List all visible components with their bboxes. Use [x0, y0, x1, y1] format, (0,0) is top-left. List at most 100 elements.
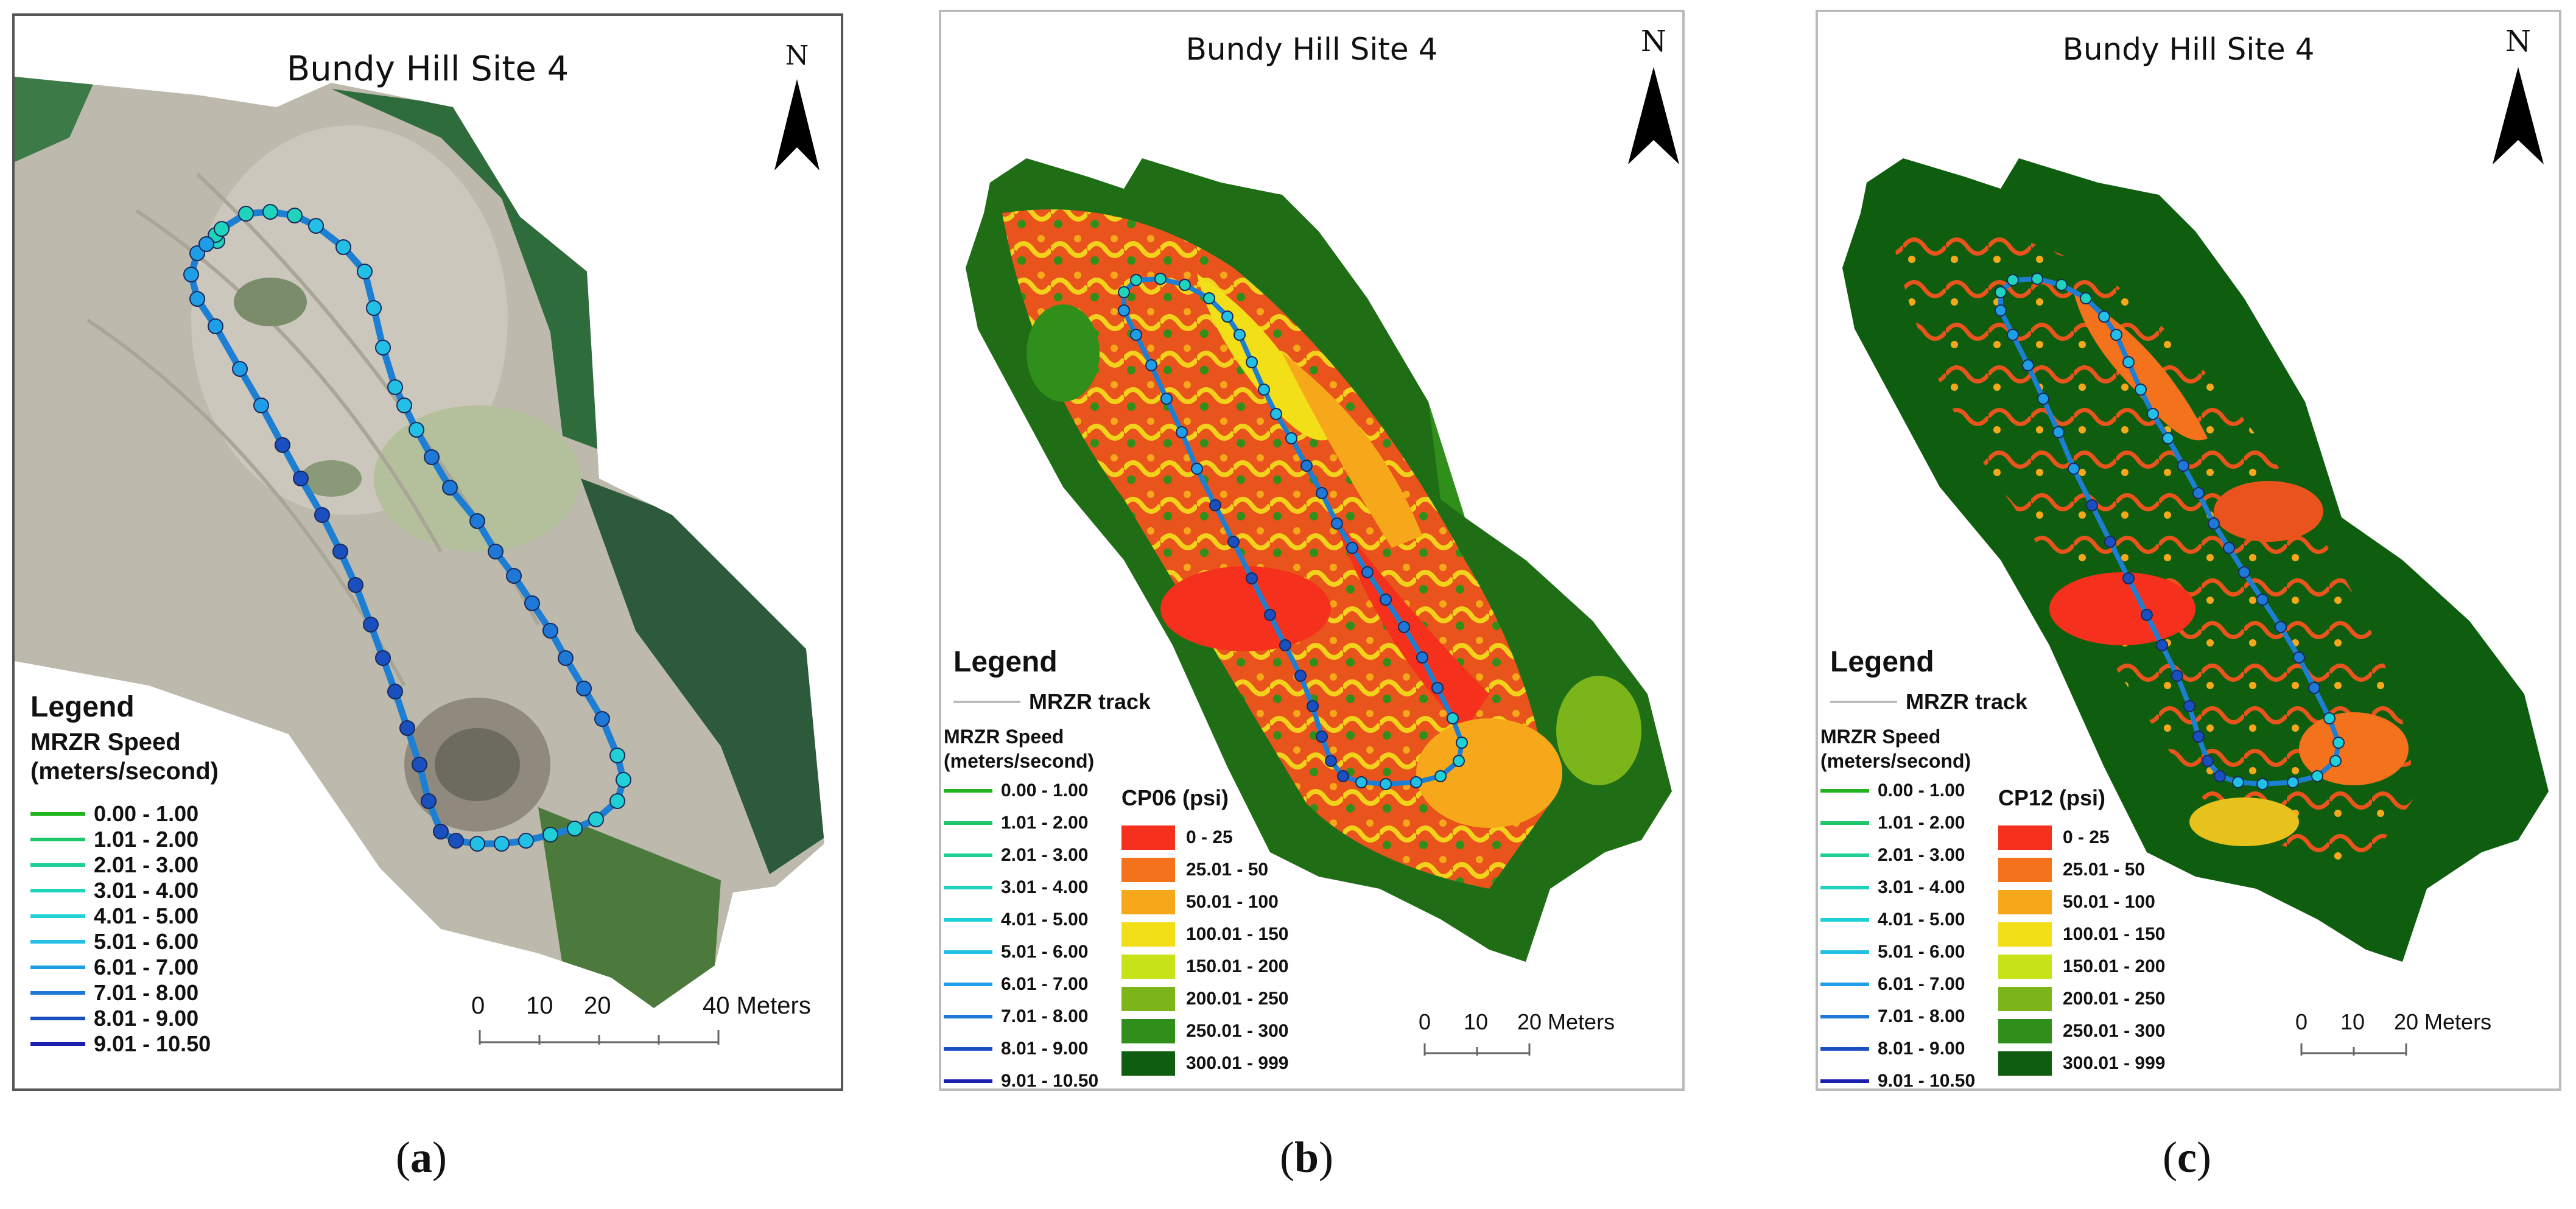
speed-legend-label: 6.01 - 7.00 — [1001, 974, 1089, 994]
legend-title-a: Legend — [30, 691, 135, 723]
track-point — [1145, 359, 1157, 371]
speed-legend-item: 3.01 - 4.00 — [30, 878, 198, 903]
speed-legend-item: 5.01 - 6.00 — [944, 942, 1088, 962]
track-point — [488, 544, 504, 559]
track-label-b: MRZR track — [1029, 689, 1151, 714]
scale-label: 10 — [526, 992, 553, 1019]
speed-swatch — [30, 940, 85, 944]
speed-swatch — [30, 991, 85, 995]
north-letter-b: N — [1641, 24, 1666, 58]
track-point — [1209, 499, 1221, 511]
speed-legend-item: 7.01 - 8.00 — [944, 1006, 1088, 1027]
speed-title-b: MRZR Speed — [944, 726, 1064, 748]
speed-swatch — [1820, 950, 1869, 954]
track-point — [494, 836, 510, 852]
cp-legend-item: 150.01 - 200 — [1998, 955, 2165, 979]
scale-label: 40 Meters — [703, 992, 811, 1019]
track-point — [616, 772, 631, 788]
track-point — [2162, 432, 2174, 444]
track-point — [335, 239, 351, 255]
track-point — [1234, 329, 1246, 341]
track-point — [2238, 566, 2250, 578]
track-point — [567, 821, 583, 836]
speed-legend-label: 0.00 - 1.00 — [94, 801, 199, 826]
speed-legend-label: 5.01 - 6.00 — [1001, 942, 1089, 962]
track-point — [1154, 273, 1167, 285]
track-point — [2256, 778, 2269, 790]
track-point — [433, 824, 449, 839]
cp-swatch — [1121, 987, 1175, 1011]
track-point — [1325, 755, 1337, 767]
speed-legend-label: 4.01 - 5.00 — [94, 903, 199, 928]
track-point — [1995, 304, 2007, 317]
track-point — [2202, 755, 2214, 767]
cp-swatch — [1121, 1019, 1175, 1043]
track-point — [2080, 292, 2092, 304]
speed-legend-item: 2.01 - 3.00 — [944, 845, 1088, 866]
track-point — [2332, 737, 2345, 749]
track-point — [183, 267, 199, 282]
track-point — [1337, 770, 1349, 782]
track-points-c — [1995, 273, 2345, 790]
track-point — [366, 300, 382, 316]
caption-a: (a) — [396, 1133, 447, 1182]
panel-b-title: Bundy Hill Site 4 — [1185, 32, 1438, 67]
track-point — [424, 449, 440, 465]
speed-legend-item: 2.01 - 3.00 — [30, 852, 198, 878]
cp-swatch — [1998, 890, 2052, 914]
track-point — [524, 595, 540, 611]
track-point — [1270, 408, 1282, 420]
track-point — [1447, 712, 1459, 724]
cp-swatch — [1121, 858, 1175, 882]
speed-legend-label: 1.01 - 2.00 — [94, 827, 199, 852]
speed-legend-item: 8.01 - 9.00 — [30, 1006, 198, 1031]
speed-swatch — [944, 950, 992, 954]
speed-swatch — [1820, 853, 1869, 857]
speed-legend-item: 6.01 - 7.00 — [1820, 974, 1965, 995]
track-point — [1380, 594, 1392, 606]
speed-swatch — [1820, 821, 1869, 825]
track-label-c: MRZR track — [1906, 689, 2028, 714]
speed-units-b: (meters/second) — [944, 750, 1095, 772]
legend-title-b: Legend — [953, 646, 1058, 678]
speed-legend-item: 7.01 - 8.00 — [30, 980, 198, 1006]
track-point — [232, 361, 248, 377]
track-point — [588, 811, 604, 827]
cp-legend-label: 50.01 - 100 — [2063, 892, 2155, 912]
track-point — [2037, 393, 2049, 405]
track-point — [2007, 274, 2019, 286]
cp-swatch — [1998, 1051, 2052, 1076]
cp-legend-item: 200.01 - 250 — [1121, 987, 1288, 1011]
speed-swatch — [1820, 1047, 1869, 1051]
speed-swatch — [944, 983, 992, 986]
caption-c: (c) — [2163, 1133, 2211, 1182]
track-point — [253, 398, 269, 413]
track-point — [2214, 770, 2226, 782]
track-point — [198, 236, 214, 252]
track-point — [2171, 670, 2183, 682]
cp-legend-item: 50.01 - 100 — [1121, 890, 1279, 914]
speed-legend-item: 1.01 - 2.00 — [30, 827, 198, 852]
speed-swatch — [30, 863, 85, 867]
speed-legend-label: 2.01 - 3.00 — [1878, 845, 1965, 865]
track-point — [1118, 286, 1130, 298]
track-point — [1279, 639, 1291, 651]
speed-swatch — [1820, 1015, 1869, 1018]
track-point — [2086, 499, 2098, 511]
scale-label: 20 Meters — [1517, 1009, 1615, 1034]
cp-legend-label: 25.01 - 50 — [2063, 860, 2146, 880]
cp-legend-label: 200.01 - 250 — [1186, 989, 1289, 1009]
cp-swatch — [1998, 955, 2052, 979]
track-point — [363, 617, 379, 633]
speed-swatch — [30, 889, 85, 892]
track-point — [287, 208, 303, 223]
scale-label: 0 — [2295, 1009, 2308, 1034]
speed-legend-label: 1.01 - 2.00 — [1878, 813, 1965, 833]
track-point — [1434, 770, 1447, 782]
track-point — [2223, 542, 2235, 554]
speed-legend-item: 3.01 - 4.00 — [1820, 877, 1965, 898]
speed-legend-label: 8.01 - 9.00 — [1878, 1039, 1965, 1059]
scale-label: 0 — [1419, 1009, 1431, 1034]
north-letter-a: N — [785, 40, 809, 71]
track-point — [375, 650, 391, 666]
